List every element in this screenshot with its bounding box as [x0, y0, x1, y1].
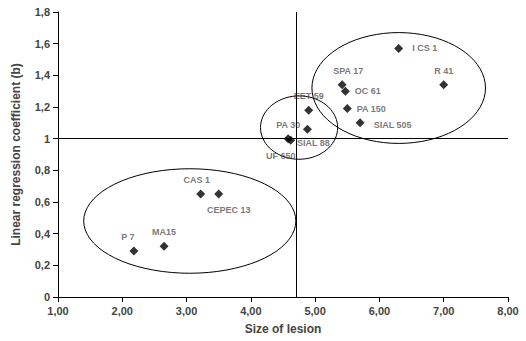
svg-text:1,6: 1,6 [35, 38, 50, 50]
svg-text:1,4: 1,4 [35, 69, 51, 81]
svg-text:3,00: 3,00 [176, 305, 197, 317]
svg-text:Linear regression coefficient: Linear regression coefficient (b) [9, 63, 23, 246]
svg-text:MA15: MA15 [152, 227, 176, 237]
svg-text:CAS 1: CAS 1 [183, 175, 210, 185]
svg-text:PA 150: PA 150 [357, 104, 386, 114]
svg-text:Size of lesion: Size of lesion [245, 322, 322, 336]
svg-text:UF 650: UF 650 [266, 151, 296, 161]
svg-text:0,6: 0,6 [35, 196, 50, 208]
svg-text:1: 1 [44, 133, 50, 145]
svg-text:OC 61: OC 61 [355, 86, 381, 96]
svg-text:R 41: R 41 [434, 66, 453, 76]
svg-text:PA 30: PA 30 [276, 119, 301, 130]
svg-text:CEPEC 13: CEPEC 13 [207, 205, 251, 215]
svg-text:SIAL 88: SIAL 88 [297, 138, 330, 148]
svg-text:EET 59: EET 59 [294, 91, 324, 101]
svg-text:4,00: 4,00 [240, 305, 261, 317]
svg-text:1,8: 1,8 [35, 6, 50, 18]
svg-text:7,00: 7,00 [433, 305, 454, 317]
svg-text:I CS 1: I CS 1 [412, 43, 437, 53]
svg-text:SPA 17: SPA 17 [333, 66, 363, 76]
svg-text:1,2: 1,2 [35, 101, 50, 113]
svg-text:P 7: P 7 [121, 232, 134, 242]
svg-text:2,00: 2,00 [112, 305, 133, 317]
svg-text:6,00: 6,00 [369, 305, 390, 317]
svg-text:8,00: 8,00 [497, 305, 518, 317]
svg-text:0: 0 [44, 291, 50, 303]
svg-text:5,00: 5,00 [304, 305, 325, 317]
svg-text:0,4: 0,4 [35, 228, 51, 240]
svg-text:0,8: 0,8 [35, 164, 50, 176]
svg-text:0,2: 0,2 [35, 259, 50, 271]
svg-text:1,00: 1,00 [47, 305, 68, 317]
svg-text:SIAL 505: SIAL 505 [374, 120, 412, 130]
